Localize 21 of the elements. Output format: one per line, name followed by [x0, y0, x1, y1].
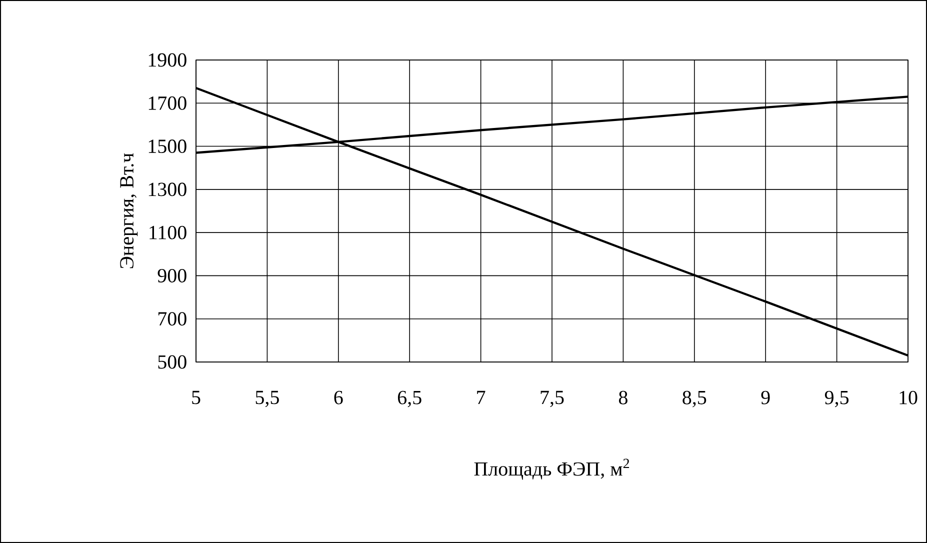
y-axis-title: Энергия, Вт.ч: [120, 153, 138, 268]
x-tick-label: 6: [334, 390, 343, 404]
x-tick-label: 7,5: [540, 390, 564, 408]
x-tick-label: 9,5: [824, 390, 849, 408]
x-tick-label: 9: [761, 390, 770, 404]
x-tick-label: 5,5: [256, 390, 279, 408]
y-tick-label: 1300: [148, 182, 186, 196]
y-tick-label: 500: [158, 355, 186, 369]
y-tick-label: 700: [158, 312, 186, 326]
x-tick-label: 10: [900, 390, 918, 404]
x-tick-label: 8: [618, 390, 628, 404]
x-tick-label: 7: [477, 390, 486, 404]
y-tick-label: 1700: [148, 96, 186, 110]
x-tick-label: 5: [192, 390, 200, 404]
y-tick-label: 900: [158, 268, 186, 282]
y-tick-label: 1900: [148, 53, 186, 67]
y-tick-label: 1500: [148, 140, 186, 154]
y-tick-label: 1100: [150, 226, 186, 240]
x-axis-title: Площадь ФЭП, м$^{2}$: [474, 458, 630, 480]
x-tick-label: 8,5: [682, 390, 706, 408]
x-tick-label: 6,5: [398, 390, 422, 408]
